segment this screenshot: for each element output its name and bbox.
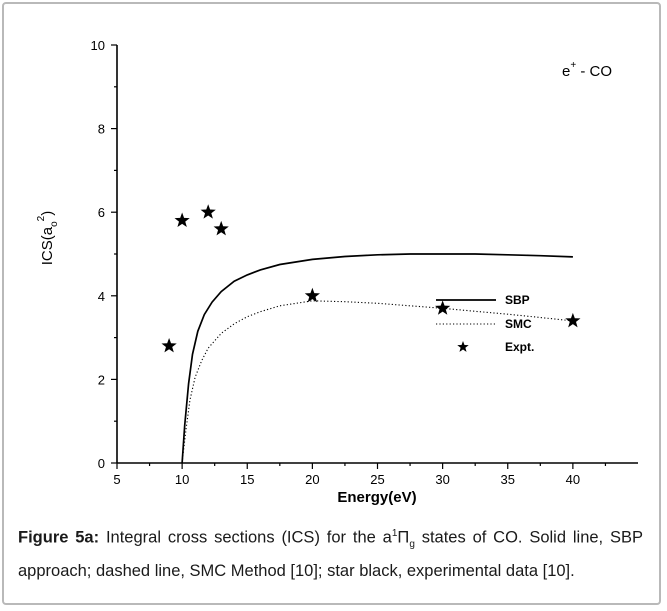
series-layer	[181, 253, 573, 464]
x-tick-label: 5	[113, 472, 120, 487]
caption-label: Figure 5a:	[18, 528, 100, 547]
figure-caption: Figure 5a: Integral cross sections (ICS)…	[18, 521, 643, 584]
caption-text-2: states of CO. Solid line, SBP approach; …	[18, 528, 643, 580]
expt-star-point	[565, 312, 581, 328]
x-tick-label: 40	[566, 472, 580, 487]
legend-label-sbp: SBP	[505, 293, 530, 307]
x-tick-label: 25	[370, 472, 384, 487]
annotation-label: e+ - CO	[562, 60, 612, 80]
legend-label-expt: Expt.	[505, 340, 534, 354]
x-tick-label: 10	[175, 472, 189, 487]
y-tick-label: 8	[98, 122, 105, 137]
y-tick-label: 10	[91, 38, 105, 53]
caption-sup: 1	[391, 528, 398, 539]
y-tick-label: 4	[98, 289, 105, 304]
expt-star-point	[213, 220, 229, 236]
x-axis-title: Energy(eV)	[337, 489, 416, 506]
ticks: 5 10 15 20 25 30 35 40 0 2 4 6 8 10	[91, 38, 607, 487]
series-line-smc	[181, 300, 573, 464]
x-tick-label: 15	[240, 472, 254, 487]
y-tick-label: 0	[98, 456, 105, 471]
chart: 5 10 15 20 25 30 35 40 0 2 4 6 8 10 SBP SMC Expt. e+ - …	[36, 38, 638, 506]
figure-frame	[2, 2, 661, 605]
expt-star-point	[161, 337, 177, 353]
x-tick-label: 35	[501, 472, 515, 487]
expt-star-point	[174, 212, 190, 228]
x-tick-label: 30	[435, 472, 449, 487]
caption-pi: Π	[397, 528, 410, 547]
expt-star-point	[435, 300, 451, 315]
y-tick-label: 6	[98, 205, 105, 220]
series-line-sbp	[181, 253, 573, 464]
legend: SBP SMC Expt.	[436, 293, 534, 354]
legend-label-smc: SMC	[505, 317, 532, 331]
caption-text-1: Integral cross sections (ICS) for the a	[99, 528, 392, 547]
expt-star-point	[304, 287, 320, 303]
legend-star-icon	[457, 341, 469, 352]
experiment-points	[161, 204, 581, 353]
expt-star-point	[200, 204, 216, 219]
caption-sub: g	[409, 538, 415, 550]
y-axis-title: ICS(ao2)	[36, 211, 60, 265]
x-tick-label: 20	[305, 472, 319, 487]
y-tick-label: 2	[98, 372, 105, 387]
